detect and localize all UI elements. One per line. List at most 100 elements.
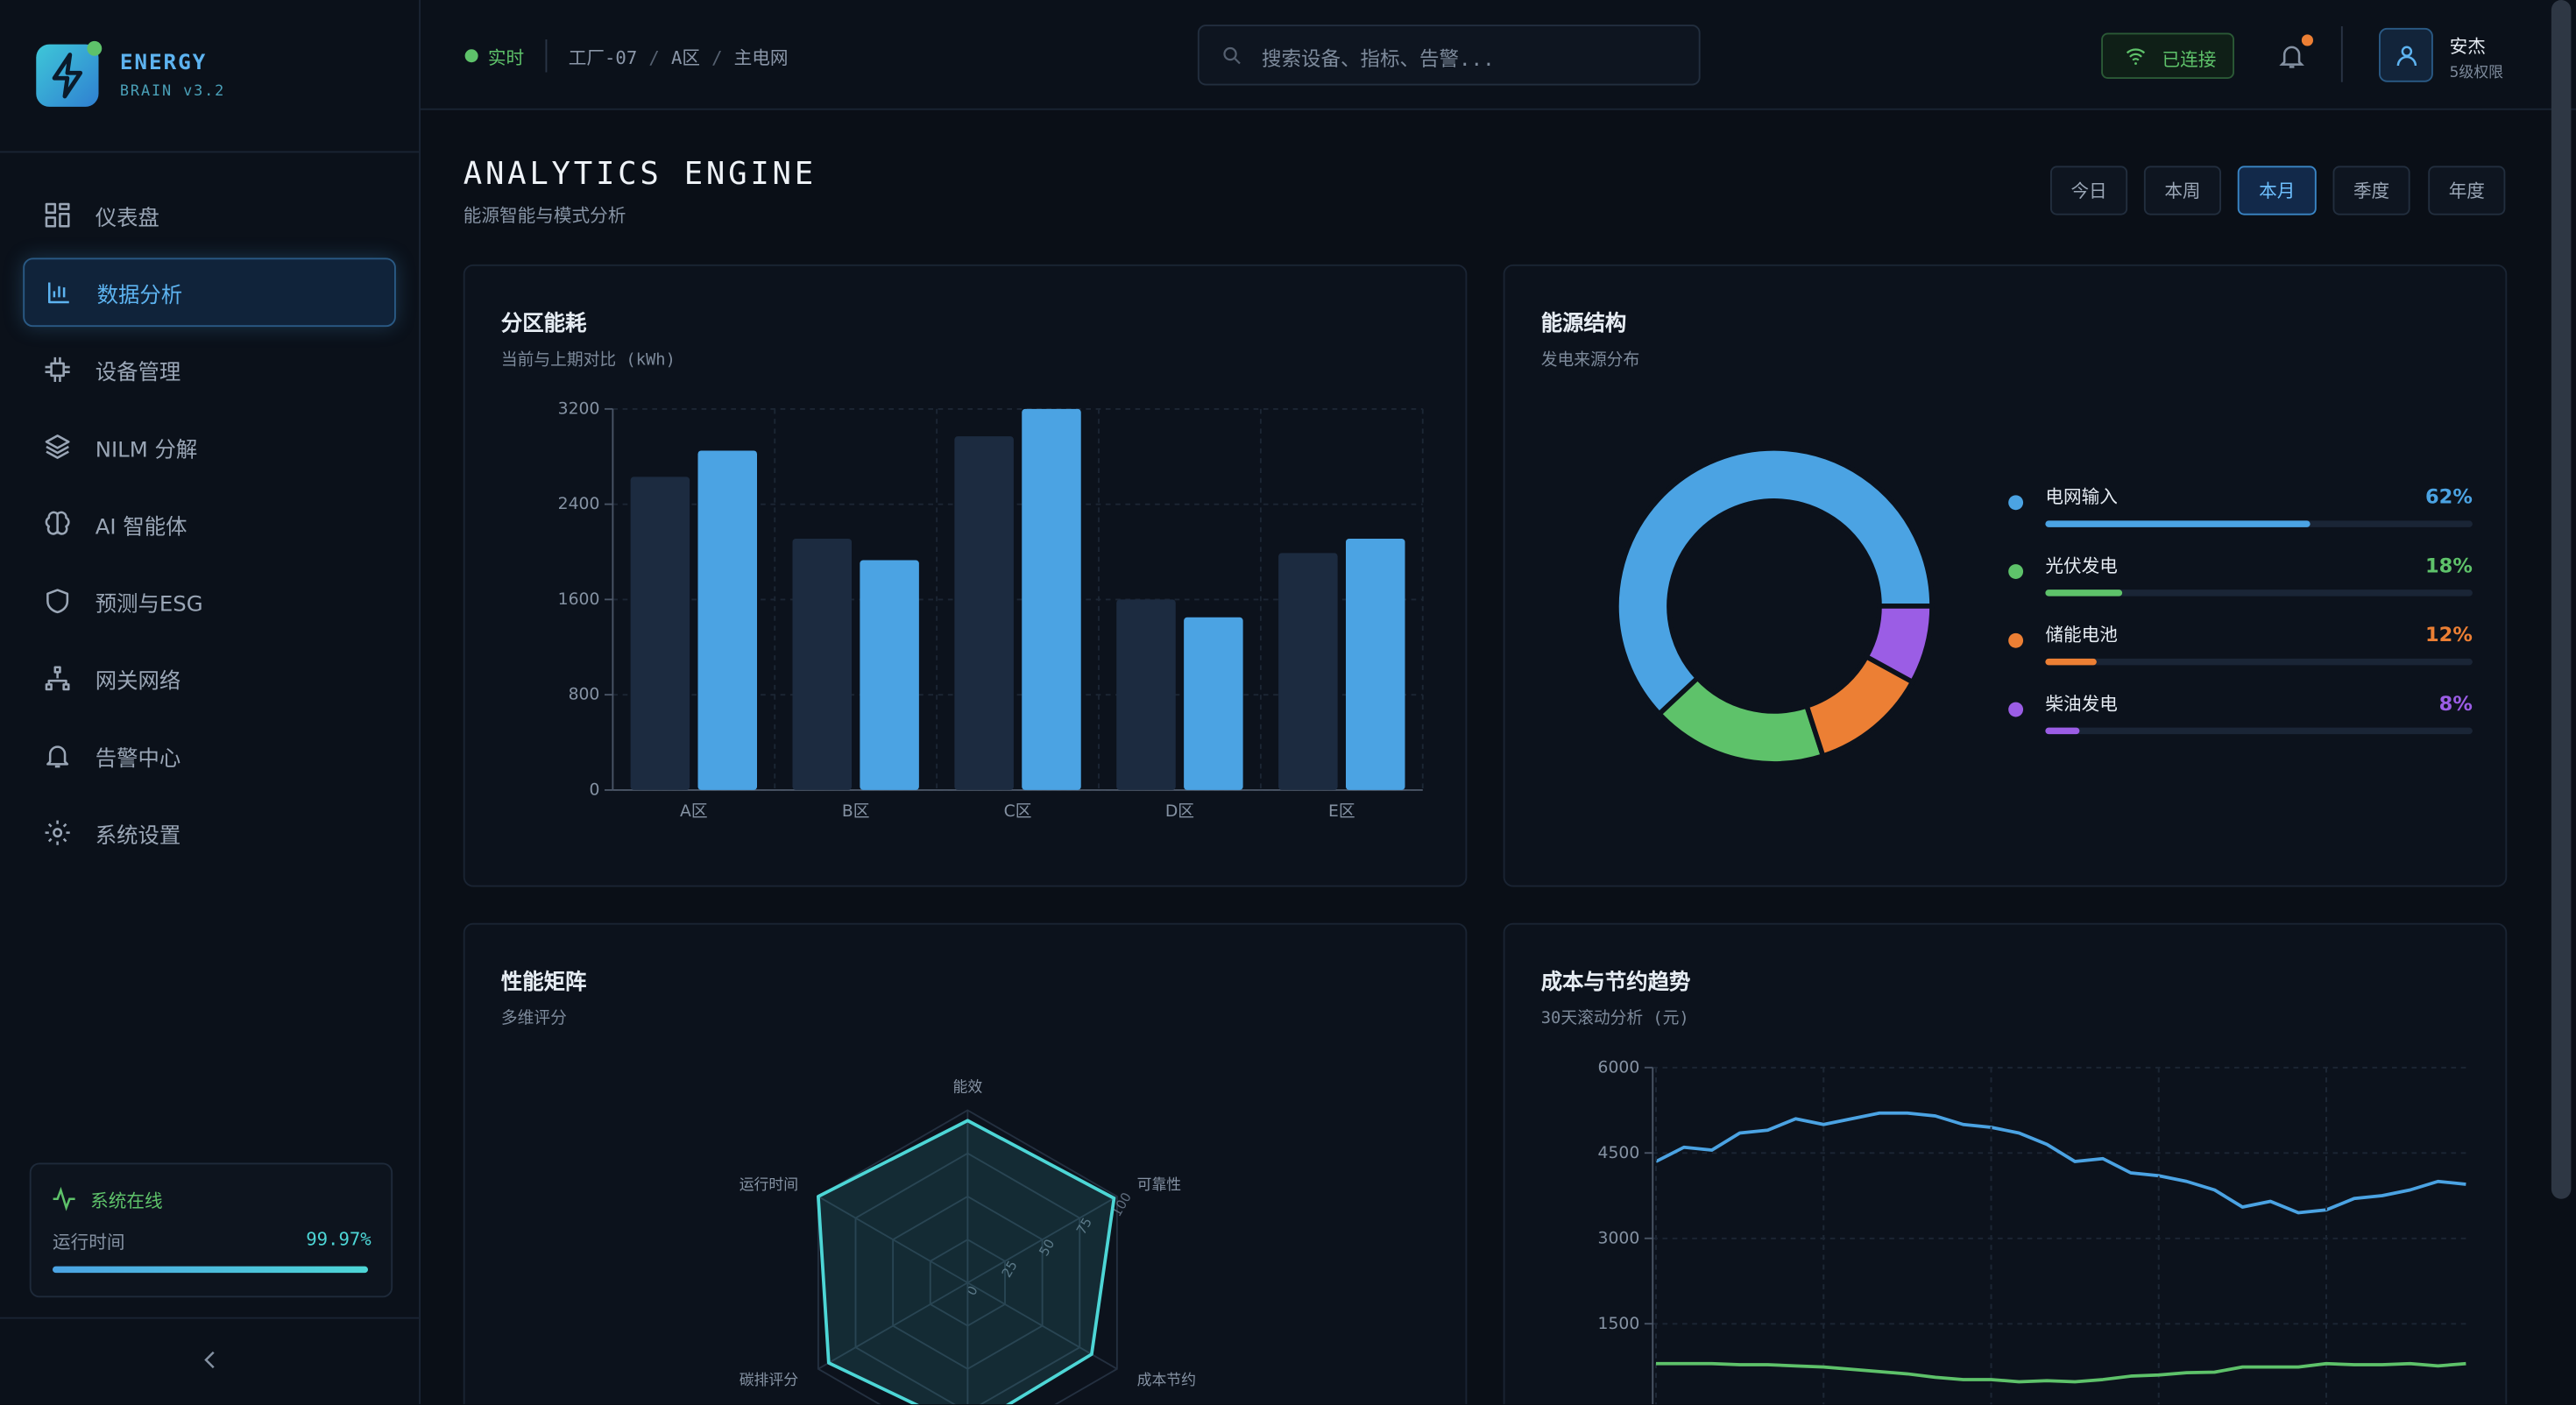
range-button[interactable]: 本月 xyxy=(2237,166,2317,215)
legend-label: 光伏发电 xyxy=(2045,555,2117,576)
panel-title: 能源结构 xyxy=(1540,312,1627,337)
nav-item[interactable]: 网关网络 xyxy=(23,644,396,713)
radar-spoke xyxy=(966,1196,1118,1284)
icon-shape xyxy=(45,357,70,382)
bar xyxy=(860,560,919,790)
nav-item[interactable]: 仪表盘 xyxy=(23,180,396,250)
nav-label: NILM 分解 xyxy=(95,437,198,462)
panel-subtitle: 发电来源分布 xyxy=(1540,351,1640,370)
donut-slice xyxy=(1863,604,1935,686)
legend-bar xyxy=(2045,727,2080,735)
divider xyxy=(0,151,420,153)
page-subtitle: 能源智能与模式分析 xyxy=(463,205,626,227)
divider xyxy=(0,1317,420,1319)
bar xyxy=(1346,539,1405,790)
x-tick-label: E区 xyxy=(1328,802,1355,821)
panel: 能源结构 发电来源分布 电网输入 62% 光伏发电 18% 储能电池 12% 柴油发电 8% xyxy=(1503,264,2508,887)
search-box[interactable]: 搜索设备、指标、告警... xyxy=(1197,25,1701,86)
collapse-button[interactable] xyxy=(197,1347,223,1373)
nav-item[interactable]: AI 智能体 xyxy=(23,490,396,559)
crumb[interactable]: 主电网 xyxy=(733,47,789,69)
legend-value: 8% xyxy=(2439,693,2473,716)
nav-label: 预测与ESG xyxy=(95,591,203,618)
status-title: 系统在线 xyxy=(90,1190,163,1212)
notification-button[interactable] xyxy=(2277,41,2307,71)
notification-dot xyxy=(2301,34,2313,46)
legend-track xyxy=(2045,658,2473,666)
page-title: ANALYTICS ENGINE xyxy=(463,156,817,193)
radar-axis-label: 成本节约 xyxy=(1137,1371,1196,1388)
range-button[interactable]: 季度 xyxy=(2332,166,2410,215)
header: 实时 工厂-07 / A区 / 主电网 搜索设备、指标、告警... 已连接 安杰 5级权… xyxy=(421,0,2576,110)
search-placeholder: 搜索设备、指标、告警... xyxy=(1262,47,1495,71)
nav-item[interactable]: 系统设置 xyxy=(23,798,396,867)
logo-dot xyxy=(87,40,103,56)
nav-icon xyxy=(45,202,70,228)
user-icon xyxy=(2396,46,2417,67)
nav-item[interactable]: 数据分析 xyxy=(23,258,396,328)
crumb[interactable]: A区 xyxy=(670,47,700,69)
bar xyxy=(697,450,757,790)
bar-chart: 0 800 1600 2400 3200 A区 B区 C区 D区 E区 xyxy=(558,399,1424,821)
logo-icon xyxy=(52,53,83,99)
icon-shape xyxy=(46,745,69,768)
scrollbar[interactable] xyxy=(2551,0,2572,1199)
icon-shape xyxy=(45,511,70,535)
bar xyxy=(630,477,690,790)
legend-dot xyxy=(2008,632,2024,648)
live-dot xyxy=(464,49,478,63)
divider xyxy=(2340,26,2343,82)
y-tick-label: 4500 xyxy=(1598,1144,1640,1162)
icon-shape xyxy=(45,666,70,691)
nav-icon xyxy=(45,434,70,459)
breadcrumb: 工厂-07 / A区 / 主电网 xyxy=(569,45,789,71)
legend-dot xyxy=(2008,495,2024,511)
avatar[interactable] xyxy=(2379,27,2433,82)
y-tick-label: 800 xyxy=(569,686,600,704)
radar-spoke xyxy=(817,1196,968,1284)
crumb-separator: / xyxy=(711,47,723,69)
connection-label: 已连接 xyxy=(2162,49,2217,71)
line-chart: 1500 3000 4500 6000 xyxy=(1598,1058,2466,1405)
x-tick-label: D区 xyxy=(1165,802,1194,821)
legend-label: 电网输入 xyxy=(2045,486,2117,507)
nav-item[interactable]: 告警中心 xyxy=(23,721,396,790)
search-icon xyxy=(1223,46,1241,65)
uptime-bar xyxy=(53,1266,368,1274)
icon-shape xyxy=(45,820,70,845)
range-button[interactable]: 本周 xyxy=(2143,166,2221,215)
icon-shape xyxy=(47,282,69,304)
range-button[interactable]: 年度 xyxy=(2428,166,2506,215)
nav-item[interactable]: 设备管理 xyxy=(23,335,396,405)
bar xyxy=(792,539,853,790)
nav-label: AI 智能体 xyxy=(95,514,188,540)
legend-track xyxy=(2045,727,2473,735)
panel-title: 分区能耗 xyxy=(500,312,587,337)
legend-bar xyxy=(2045,658,2097,666)
y-tick-label: 3200 xyxy=(558,399,600,418)
user-role: 5级权限 xyxy=(2449,66,2504,82)
live-label: 实时 xyxy=(487,47,525,69)
nav-item[interactable]: 预测与ESG xyxy=(23,567,396,636)
bar xyxy=(1116,599,1176,790)
crumb[interactable]: 工厂-07 xyxy=(568,47,638,69)
nav-label: 设备管理 xyxy=(95,360,181,385)
range-button[interactable]: 今日 xyxy=(2050,166,2128,215)
radar-spoke xyxy=(817,1281,968,1370)
radar-axis-label: 可靠性 xyxy=(1137,1176,1182,1193)
status-label: 运行时间 xyxy=(53,1232,125,1253)
donut-slice xyxy=(1614,446,1935,718)
y-tick-label: 2400 xyxy=(558,495,600,513)
bar xyxy=(1184,617,1243,790)
panel-title: 性能矩阵 xyxy=(500,971,587,996)
nav-item[interactable]: NILM 分解 xyxy=(23,413,396,482)
icon-shape xyxy=(46,589,69,614)
nav-icon xyxy=(46,589,69,614)
y-tick-label: 3000 xyxy=(1598,1229,1640,1247)
uptime: 99.97% xyxy=(306,1228,372,1250)
legend-value: 18% xyxy=(2425,554,2473,577)
nav-icon xyxy=(45,511,70,535)
legend-value: 62% xyxy=(2425,486,2473,509)
